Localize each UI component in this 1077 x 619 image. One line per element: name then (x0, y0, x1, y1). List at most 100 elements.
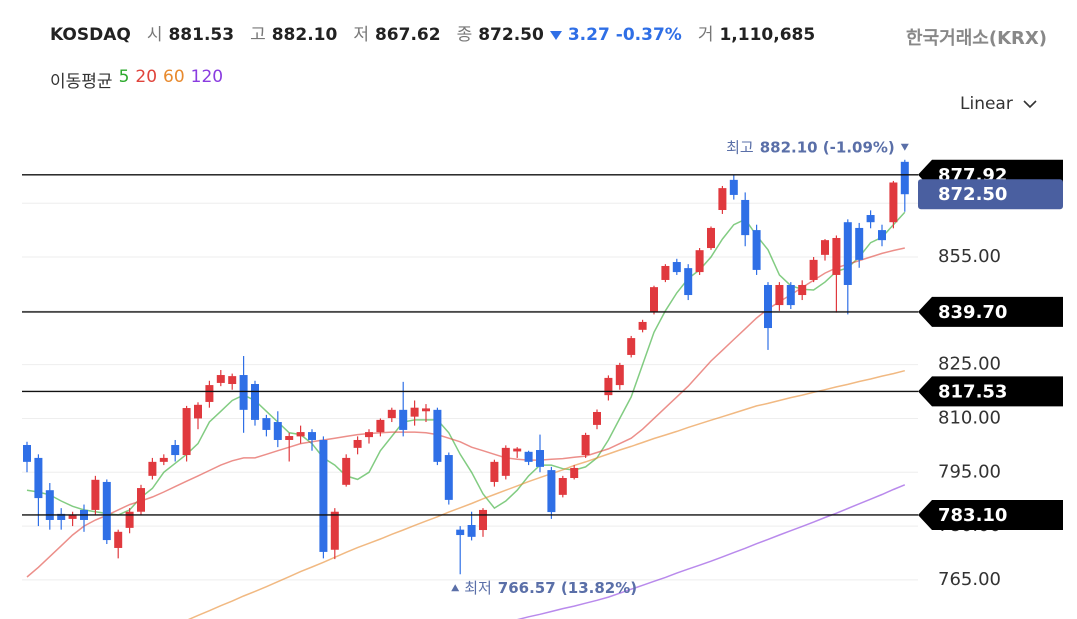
ma-legend-item: 120 (190, 67, 224, 87)
low-marker-label: 최저 (464, 579, 492, 597)
candle-body (125, 511, 134, 528)
candle-body (273, 422, 282, 440)
candle-body (262, 418, 271, 430)
source: 한국거래소(KRX) (906, 28, 1047, 49)
high: 882.10 (271, 25, 338, 45)
candle-body (798, 284, 807, 296)
candle-body (661, 265, 670, 280)
high-marker-value: 882.10 (-1.09%) (760, 138, 895, 156)
ma-line (26, 247, 905, 578)
candle-body (581, 434, 590, 456)
candle-body (91, 479, 100, 510)
candle-body (285, 436, 294, 440)
ma-title: 이동평균 (50, 72, 113, 92)
ma-legend-item: 60 (163, 67, 185, 87)
candle-body (194, 404, 202, 419)
candle-body (900, 161, 909, 195)
candle-body (513, 448, 522, 452)
candle-body (627, 338, 636, 355)
candle-body (456, 529, 465, 536)
candle-body (593, 411, 601, 425)
last-price-tag (918, 179, 1063, 210)
candle-body (251, 384, 259, 420)
level-tag (918, 376, 1063, 407)
change-pct: -0.37% (615, 25, 682, 45)
candle-body (501, 447, 510, 476)
candle-body (741, 199, 750, 236)
candle-body (137, 488, 145, 512)
candle-body (34, 457, 43, 499)
quote-header: KOSDAQ 시 881.53 고 882.10 저 867.62 종 872.… (50, 20, 815, 45)
candle-body (536, 450, 544, 467)
candle-body (205, 385, 214, 402)
close-label: 종 (456, 25, 473, 45)
low-arrow (451, 584, 460, 592)
candle-body (171, 444, 180, 456)
candle-body (775, 284, 784, 306)
candle-body (45, 490, 54, 520)
open-label: 시 (146, 25, 163, 45)
candle-body (821, 240, 829, 255)
down-arrow (549, 31, 562, 40)
low: 867.62 (374, 25, 441, 45)
ma-legend-item: 5 (118, 67, 130, 87)
candle-body (148, 461, 157, 476)
high-label: 고 (250, 25, 266, 45)
y-tick-label: 765.00 (938, 569, 1001, 590)
y-tick-label: 825.00 (938, 354, 1001, 375)
candle-body (832, 237, 841, 275)
candle-body (570, 467, 579, 479)
candle-body (23, 444, 31, 462)
candle-body (558, 478, 567, 495)
candle-body (342, 457, 351, 485)
candle-body (695, 250, 704, 273)
candle-body (433, 409, 442, 462)
scale-select[interactable]: Linear (960, 94, 1037, 114)
candle-body (399, 409, 408, 430)
candle-body (752, 230, 761, 270)
candle-body (889, 182, 898, 223)
candle-body (547, 470, 556, 513)
candle-body (684, 268, 693, 296)
ma-legend: 이동평균 5 20 60 120 (50, 67, 223, 92)
candle-body (479, 509, 487, 531)
candle-body (604, 377, 613, 396)
candle-body (707, 227, 715, 249)
candle-body (228, 376, 237, 385)
candle-body (114, 531, 123, 548)
candle-body (524, 451, 533, 462)
candle-body (422, 408, 430, 412)
candle-body (866, 215, 875, 223)
candle-body (308, 432, 316, 440)
ma-legend-item: 20 (135, 67, 158, 87)
ma-line (517, 484, 906, 619)
candle-body (718, 188, 727, 211)
scale-label: Linear (960, 94, 1013, 114)
grid (22, 202, 918, 581)
candle-body (764, 284, 772, 329)
high-arrow (900, 143, 909, 151)
candle-body (387, 409, 396, 419)
candle-body (878, 230, 886, 241)
volume-label: 거 (697, 25, 714, 45)
candle-body (57, 513, 66, 520)
level-tag (918, 499, 1063, 530)
candle-body (650, 287, 658, 312)
plot (23, 159, 909, 619)
close: 872.50 (478, 25, 544, 45)
candle-body (365, 432, 373, 438)
volume: 1,110,685 (719, 25, 816, 45)
ma-line (187, 369, 905, 619)
candle-body (729, 179, 738, 195)
candle-body (216, 375, 225, 383)
candle-body (786, 284, 795, 306)
high-marker-label: 최고 (726, 138, 754, 156)
candle-body (615, 364, 624, 386)
candle-body (672, 262, 681, 273)
candle-body (490, 461, 499, 482)
symbol: KOSDAQ (50, 25, 131, 45)
change: 3.27 (567, 25, 610, 45)
